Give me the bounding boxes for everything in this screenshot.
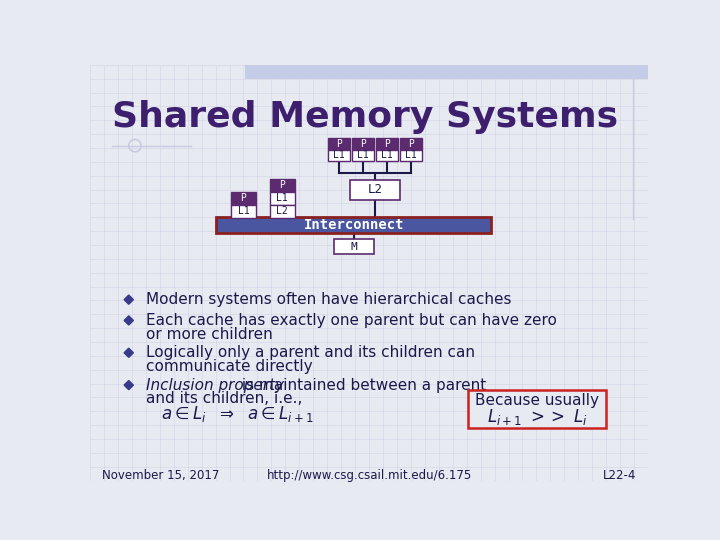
Text: November 15, 2017: November 15, 2017 [102,469,219,482]
Text: Interconnect: Interconnect [304,218,404,232]
Bar [231,192,256,205]
Text: Modern systems often have hierarchical caches: Modern systems often have hierarchical c… [145,292,511,307]
Text: L1: L1 [405,150,417,160]
Text: http://www.csg.csail.mit.edu/6.175: http://www.csg.csail.mit.edu/6.175 [266,469,472,482]
Polygon shape [124,348,133,357]
Text: P: P [279,180,285,190]
Bar [400,138,422,150]
Text: Shared Memory Systems: Shared Memory Systems [112,100,618,134]
Bar [376,138,397,150]
Bar [328,150,350,161]
Text: Inclusion property: Inclusion property [145,377,284,393]
Text: Logically only a parent and its children can: Logically only a parent and its children… [145,345,474,360]
Text: L1: L1 [276,193,288,204]
Text: $a \in L_i\ \ \Rightarrow\ \ a \in L_{i+1}$: $a \in L_i\ \ \Rightarrow\ \ a \in L_{i+… [161,404,314,424]
Text: M: M [351,241,357,252]
Text: P: P [408,139,414,148]
Text: L1: L1 [357,150,369,160]
Bar [270,179,294,192]
Text: $L_{i+1}\ >>\ L_i$: $L_{i+1}\ >>\ L_i$ [487,407,588,427]
Text: L2: L2 [276,206,288,217]
Text: is maintained between a parent: is maintained between a parent [238,377,487,393]
Bar [245,65,648,79]
Bar [334,239,374,254]
Bar [216,217,492,233]
Polygon shape [124,295,133,304]
Text: L2: L2 [367,183,382,196]
Text: L22-4: L22-4 [603,469,636,482]
Text: L1: L1 [381,150,392,160]
Text: L1: L1 [333,150,345,160]
Text: P: P [384,139,390,148]
Bar [352,150,374,161]
Text: P: P [240,193,246,204]
Bar [350,179,400,200]
Text: L1: L1 [238,206,249,217]
Text: and its children, i.e.,: and its children, i.e., [145,392,302,407]
Bar [270,205,294,218]
Text: Because usually: Because usually [475,393,599,408]
Polygon shape [124,316,133,325]
Bar [352,138,374,150]
Bar [400,150,422,161]
Bar [270,192,294,205]
Text: or more children: or more children [145,327,273,342]
Text: P: P [360,139,366,148]
Text: communicate directly: communicate directly [145,359,312,374]
Bar [468,390,606,428]
Text: P: P [336,139,342,148]
Bar [376,150,397,161]
Text: Each cache has exactly one parent but can have zero: Each cache has exactly one parent but ca… [145,313,557,328]
Bar [231,205,256,218]
Bar [328,138,350,150]
Polygon shape [124,381,133,390]
